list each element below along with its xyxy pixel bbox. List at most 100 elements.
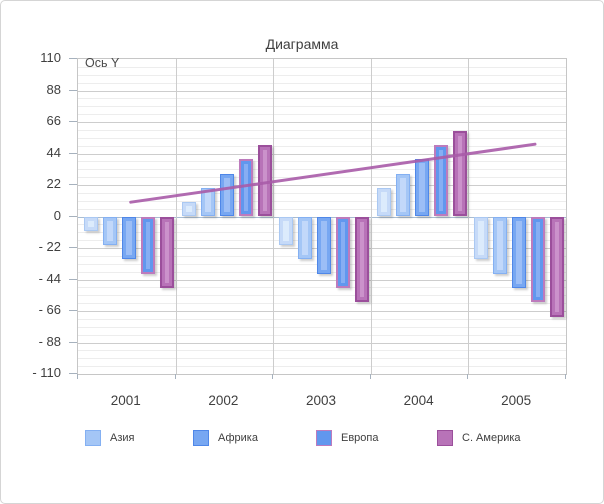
gridline-h bbox=[78, 287, 566, 289]
gridline-h bbox=[78, 311, 566, 312]
gridline-h bbox=[78, 303, 566, 305]
gridline-h bbox=[78, 208, 566, 210]
legend-swatch bbox=[437, 430, 453, 446]
bar-series0-2002 bbox=[181, 202, 196, 217]
x-tick-mark bbox=[369, 374, 371, 379]
y-tick-label: - 22 bbox=[38, 239, 61, 254]
bar-series0-2001 bbox=[84, 216, 98, 231]
bar-С. Америка-2005 bbox=[550, 216, 565, 317]
gridline-h bbox=[78, 177, 566, 179]
y-tick-mark bbox=[69, 152, 77, 154]
x-tick-mark bbox=[174, 374, 176, 379]
y-tick-label: 22 bbox=[46, 176, 61, 191]
y-tick-label: 66 bbox=[46, 113, 61, 128]
y-tick-mark bbox=[69, 373, 77, 374]
gridline-h bbox=[78, 326, 566, 328]
gridline-h bbox=[78, 279, 566, 281]
legend-label: С. Америка bbox=[462, 432, 521, 444]
gridline-h bbox=[78, 366, 566, 368]
bar-series0-2005 bbox=[474, 216, 489, 260]
y-tick-mark bbox=[69, 278, 77, 280]
gridline-h bbox=[78, 106, 566, 108]
legend-swatch bbox=[316, 430, 332, 446]
legend-item-Африка: Африка bbox=[193, 430, 258, 446]
y-tick-mark bbox=[69, 89, 77, 91]
y-tick-mark bbox=[69, 310, 77, 311]
legend-label: Европа bbox=[341, 432, 379, 444]
gridline-h bbox=[78, 334, 566, 336]
y-tick-label: 110 bbox=[40, 50, 61, 65]
gridline-h bbox=[78, 185, 566, 186]
gridline-h bbox=[78, 137, 566, 139]
bar-Европа-2005 bbox=[531, 216, 546, 303]
gridline-v bbox=[468, 59, 470, 374]
gridline-h bbox=[78, 342, 566, 344]
gridline-v bbox=[175, 59, 177, 374]
y-tick-label: - 88 bbox=[38, 333, 61, 349]
bar-С. Америка-2001 bbox=[160, 216, 174, 289]
legend-label: Азия bbox=[110, 432, 135, 444]
gridline-h bbox=[78, 122, 566, 123]
x-tick-mark bbox=[77, 374, 78, 379]
bar-Азия-2005 bbox=[493, 216, 508, 274]
bar-Европа-2001 bbox=[141, 216, 155, 274]
gridline-h bbox=[78, 66, 566, 68]
gridline-h bbox=[78, 318, 566, 320]
x-tick-mark bbox=[272, 374, 274, 379]
x-tick-label: 2003 bbox=[305, 393, 336, 408]
bar-Азия-2003 bbox=[298, 216, 313, 260]
y-tick-label: - 110 bbox=[32, 365, 61, 380]
bar-Европа-2004 bbox=[433, 144, 448, 217]
bar-С. Америка-2004 bbox=[452, 130, 467, 217]
bar-Азия-2004 bbox=[395, 173, 410, 217]
gridline-h bbox=[78, 295, 566, 297]
gridline-h bbox=[78, 350, 566, 352]
legend-swatch bbox=[85, 430, 101, 446]
gridline-h bbox=[78, 90, 566, 92]
gridline-v bbox=[370, 59, 372, 374]
y-tick-label: 88 bbox=[46, 81, 61, 97]
x-tick-mark bbox=[467, 374, 469, 379]
gridline-h bbox=[78, 98, 566, 100]
x-tick-label: 2002 bbox=[208, 393, 239, 408]
y-tick-mark bbox=[69, 215, 77, 217]
y-tick-mark bbox=[69, 121, 77, 122]
y-tick-label: - 44 bbox=[38, 270, 61, 286]
gridline-h bbox=[78, 129, 566, 131]
bar-series0-2003 bbox=[279, 216, 294, 246]
gridline-h bbox=[78, 169, 566, 171]
gridline-h bbox=[78, 161, 566, 163]
bar-Африка-2005 bbox=[512, 216, 527, 289]
gridline-v bbox=[273, 59, 275, 374]
bar-Африка-2002 bbox=[219, 173, 234, 217]
legend-item-Азия: Азия bbox=[85, 430, 134, 446]
gridline-h bbox=[78, 145, 566, 147]
x-tick-label: 2005 bbox=[501, 393, 532, 408]
legend-item-Европа: Европа bbox=[316, 430, 379, 446]
gridline-h bbox=[78, 114, 566, 116]
y-tick-mark bbox=[69, 58, 77, 59]
y-tick-mark bbox=[69, 247, 77, 248]
bar-Азия-2002 bbox=[200, 187, 215, 217]
chart-title: Диаграмма bbox=[265, 36, 339, 52]
x-tick-mark bbox=[565, 374, 566, 379]
y-tick-label: 0 bbox=[53, 207, 61, 223]
gridline-h bbox=[78, 82, 566, 84]
legend-label: Африка bbox=[218, 432, 258, 444]
gridline-h bbox=[78, 358, 566, 360]
trend-line bbox=[129, 142, 537, 204]
gridline-h bbox=[78, 153, 566, 155]
y-tick-label: - 66 bbox=[38, 302, 61, 317]
legend-swatch bbox=[193, 430, 209, 446]
bar-С. Америка-2003 bbox=[355, 216, 370, 303]
bar-Азия-2001 bbox=[103, 216, 117, 246]
y-tick-label: 44 bbox=[46, 144, 61, 160]
bar-Африка-2003 bbox=[317, 216, 332, 274]
bar-Африка-2001 bbox=[122, 216, 136, 260]
y-axis-title: Ось Y bbox=[85, 56, 120, 70]
gridline-h bbox=[78, 192, 566, 194]
y-tick-mark bbox=[69, 341, 77, 343]
bar-Европа-2003 bbox=[336, 216, 351, 289]
x-tick-label: 2001 bbox=[110, 393, 141, 408]
